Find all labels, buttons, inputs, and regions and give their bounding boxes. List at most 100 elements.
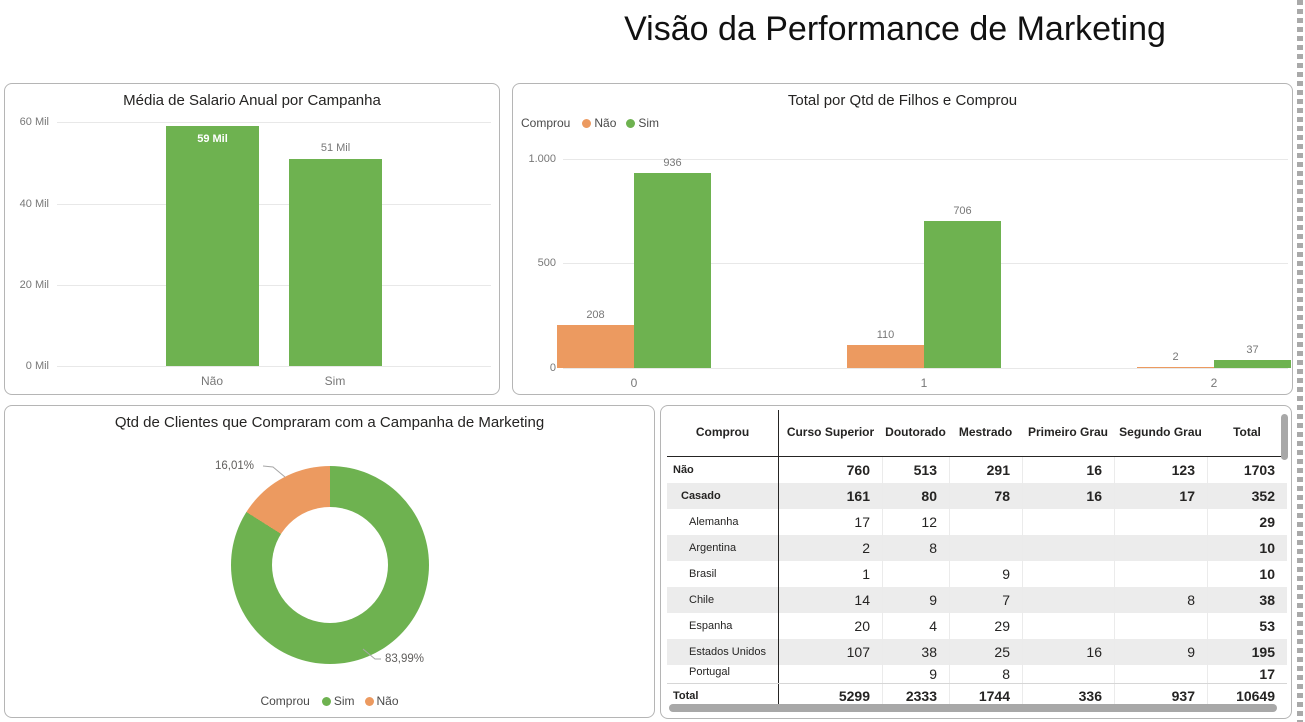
cell[interactable]: 14 [854,592,870,608]
cell[interactable] [1114,613,1207,639]
cell[interactable]: 123 [1114,457,1207,483]
gridline [57,285,491,286]
table-row-portugal[interactable]: Portugal 9 8 17 [667,665,1287,683]
cell[interactable]: 80 [882,483,949,509]
column-header[interactable]: Segundo Grau [1119,425,1202,440]
cell[interactable]: 20 [854,618,870,634]
cell[interactable]: 17 [1207,665,1287,683]
table-row-brasil[interactable]: Brasil 1 9 10 [667,561,1287,587]
legend-item-nao[interactable]: Não [582,116,616,130]
cell[interactable] [1022,613,1114,639]
column-header[interactable]: Primeiro Grau [1027,425,1109,440]
cell[interactable]: 1 [862,566,870,582]
cell[interactable]: 2 [862,540,870,556]
cell[interactable]: 107 [846,644,870,660]
bar-Não-0[interactable] [557,325,634,368]
cell[interactable]: 195 [1207,639,1287,665]
legend-item-sim[interactable]: Sim [321,694,355,708]
legend-item-sim[interactable]: Sim [626,116,659,130]
cell[interactable] [1022,587,1114,613]
cell[interactable] [949,509,1022,535]
cell[interactable]: 17 [854,514,870,530]
column-header[interactable]: Curso Superior [786,425,875,440]
horizontal-scrollbar[interactable] [669,704,1277,712]
cell[interactable]: 16 [1022,457,1114,483]
cell[interactable]: 4 [882,613,949,639]
cell[interactable] [779,665,882,683]
table-row-chile[interactable]: Chile 14 9 7 8 38 [667,587,1287,613]
cell[interactable] [1114,509,1207,535]
cell[interactable]: 2333 [882,684,949,707]
cell[interactable]: 9 [1114,639,1207,665]
cell[interactable]: 1744 [949,684,1022,707]
panel-matrix-table[interactable]: Comprou Curso Superior Doutorado Mestrad… [660,405,1292,719]
cell[interactable]: 17 [1114,483,1207,509]
bar-Não[interactable] [166,126,259,366]
cell[interactable]: 8 [1114,587,1207,613]
cell[interactable]: 16 [1022,483,1114,509]
column-header[interactable]: Doutorado [885,425,946,440]
cell[interactable] [882,561,949,587]
table-row-estados-unidos[interactable]: Estados Unidos 107 38 25 16 9 195 [667,639,1287,665]
panel-children-chart[interactable]: Total por Qtd de Filhos e Comprou Compro… [512,83,1293,395]
column-header[interactable]: Mestrado [958,425,1013,440]
table-total-row[interactable]: Total 5299 2333 1744 336 937 10649 [667,683,1287,707]
cell[interactable]: 161 [846,488,870,504]
cell[interactable]: 78 [949,483,1022,509]
table-row-alemanha[interactable]: Alemanha 17 12 29 [667,509,1287,535]
page-scrollbar[interactable] [1297,0,1303,722]
table-row-argentina[interactable]: Argentina 2 8 10 [667,535,1287,561]
bar-Não-2[interactable] [1137,367,1214,368]
cell[interactable]: 10 [1207,561,1287,587]
cell[interactable]: 10649 [1207,684,1287,707]
cell[interactable]: 25 [949,639,1022,665]
column-header[interactable]: Comprou [667,410,779,456]
cell[interactable]: 29 [949,613,1022,639]
cell[interactable]: 7 [949,587,1022,613]
cell[interactable]: 8 [882,535,949,561]
bar-value-label: 51 Mil [320,142,351,154]
cell[interactable] [949,535,1022,561]
table-row-espanha[interactable]: Espanha 20 4 29 53 [667,613,1287,639]
table-row-não[interactable]: Não 760 513 291 16 123 1703 [667,457,1287,483]
cell[interactable]: 38 [1207,587,1287,613]
cell[interactable] [1022,509,1114,535]
legend-item-nao[interactable]: Não [364,694,399,708]
cell[interactable] [1114,665,1207,683]
cell[interactable]: 29 [1207,509,1287,535]
bar-Sim[interactable] [289,159,382,366]
cell[interactable] [1022,535,1114,561]
cell[interactable]: 1703 [1207,457,1287,483]
cell[interactable]: 16 [1022,639,1114,665]
cell[interactable]: 513 [882,457,949,483]
children-plot: 1.000 500 0 208 936 110 706 2 37 0 1 2 [513,84,1292,394]
cell[interactable]: 5299 [838,687,870,704]
cell[interactable] [1022,561,1114,587]
cell[interactable]: 291 [949,457,1022,483]
cell[interactable]: 336 [1022,684,1114,707]
column-header[interactable]: Total [1233,425,1261,440]
cell[interactable]: 937 [1114,684,1207,707]
cell[interactable]: 9 [882,665,949,683]
cell[interactable] [1114,561,1207,587]
bar-Sim-1[interactable] [924,221,1001,368]
cell[interactable]: 9 [949,561,1022,587]
cell[interactable]: 8 [949,665,1022,683]
bar-Não-1[interactable] [847,345,924,368]
cell[interactable]: 760 [846,462,870,478]
cell[interactable]: 53 [1207,613,1287,639]
cell[interactable]: 9 [882,587,949,613]
cell[interactable]: 12 [882,509,949,535]
panel-salary-chart[interactable]: Média de Salario Anual por Campanha 60 M… [4,83,500,395]
bar-Sim-0[interactable] [634,173,711,368]
cell[interactable]: 38 [882,639,949,665]
panel-donut-chart[interactable]: Qtd de Clientes que Compraram com a Camp… [4,405,655,718]
cell[interactable] [1022,665,1114,683]
bar-value-label: 37 [1246,344,1259,356]
table-row-casado[interactable]: Casado 161 80 78 16 17 352 [667,483,1287,509]
bar-Sim-2[interactable] [1214,360,1291,368]
cell[interactable] [1114,535,1207,561]
vertical-scrollbar[interactable] [1281,414,1288,460]
cell[interactable]: 10 [1207,535,1287,561]
cell[interactable]: 352 [1207,483,1287,509]
